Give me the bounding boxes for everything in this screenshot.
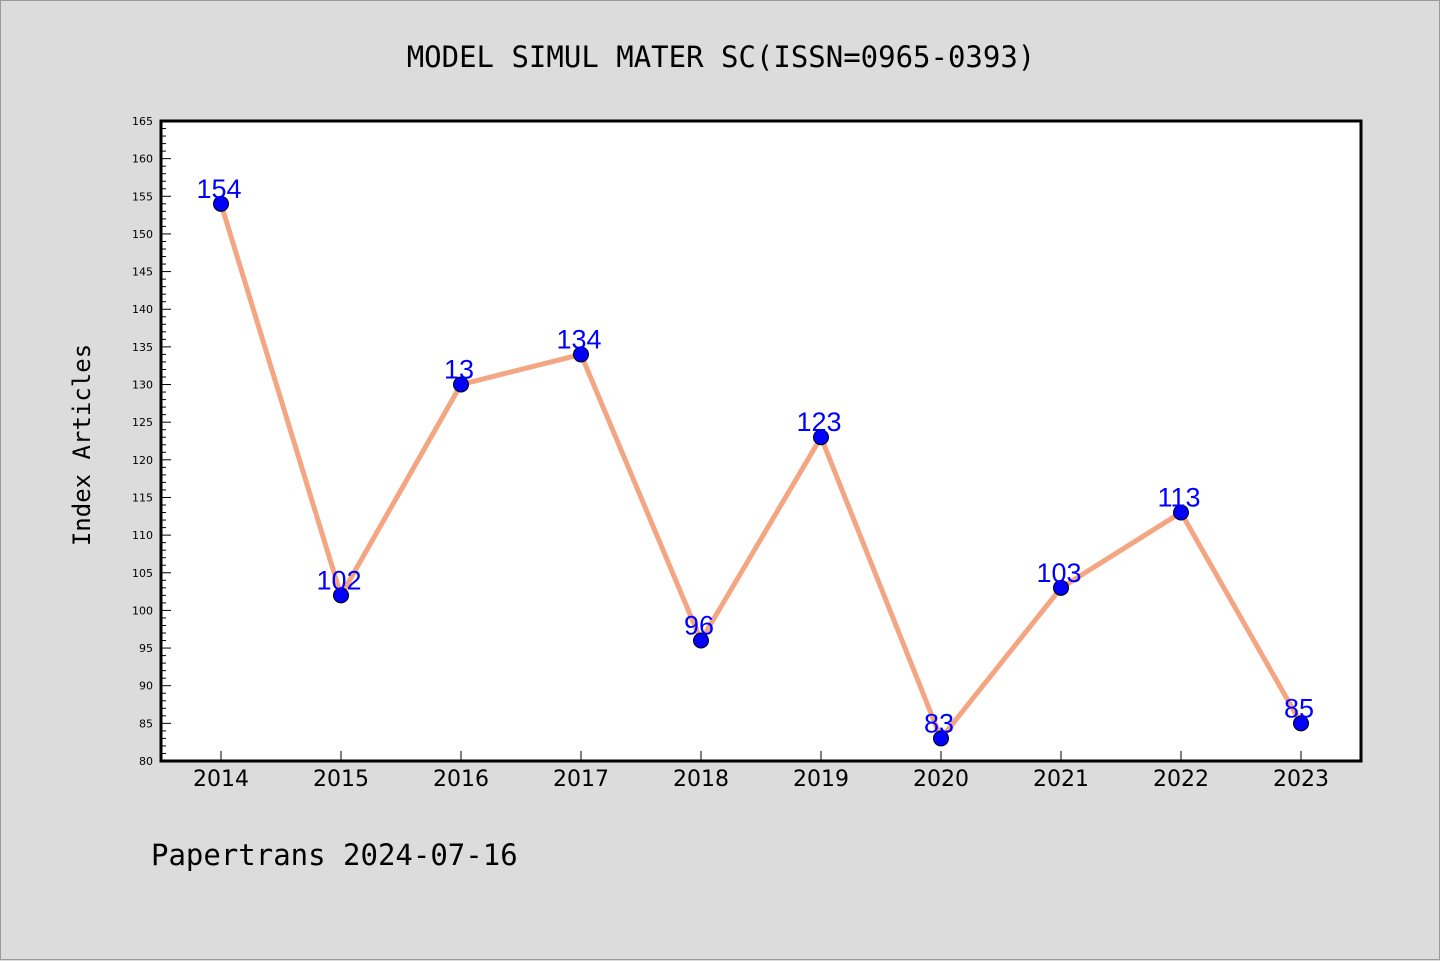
- x-tick-label: 2022: [1153, 767, 1209, 792]
- footer-text: Papertrans 2024-07-16: [151, 838, 518, 872]
- y-tick-label: 150: [132, 228, 153, 241]
- x-tick-label: 2018: [673, 767, 729, 792]
- data-label: 134: [556, 324, 601, 354]
- data-point: [1173, 504, 1189, 521]
- y-tick-label: 80: [139, 755, 153, 768]
- data-point: [693, 632, 709, 649]
- data-point: [933, 730, 949, 747]
- y-tick-label: 140: [132, 303, 153, 316]
- y-tick-label: 130: [132, 379, 153, 392]
- y-tick-label: 120: [132, 454, 153, 467]
- y-axis-ticks: 80 85 90 95 100 105 110 115 120 125 130 135 140 145 15…: [132, 115, 171, 768]
- data-point: [813, 429, 829, 446]
- y-tick-label: 135: [132, 341, 153, 354]
- data-label: 154: [196, 174, 241, 204]
- y-tick-label: 165: [132, 115, 153, 128]
- y-tick-label: 160: [132, 153, 153, 166]
- y-tick-label: 90: [139, 680, 153, 693]
- data-label: 83: [924, 708, 954, 738]
- data-label: 103: [1036, 558, 1081, 588]
- x-tick-label: 2021: [1033, 767, 1089, 792]
- data-label: 13: [444, 355, 474, 385]
- x-tick-label: 2016: [433, 767, 489, 792]
- x-tick-label: 2020: [913, 767, 969, 792]
- data-point: [1293, 715, 1309, 732]
- data-point: [213, 195, 229, 212]
- y-tick-label: 85: [139, 717, 153, 730]
- x-tick-label: 2019: [793, 767, 849, 792]
- y-tick-label: 125: [132, 416, 153, 429]
- data-point: [333, 587, 349, 604]
- y-tick-label: 110: [132, 529, 153, 542]
- y-axis-label: Index Articles: [68, 344, 96, 546]
- data-labels: 154 102 13 134 96 123 83 103 113 85: [196, 174, 1314, 739]
- x-tick-label: 2017: [553, 767, 609, 792]
- data-point: [453, 376, 469, 393]
- data-label: 85: [1284, 693, 1314, 723]
- x-axis-ticks: 2014 2015 2016 2017 2018 2019 2020 2021 2022 2023: [193, 751, 1329, 792]
- data-point: [1053, 579, 1069, 596]
- series-line: [218, 201, 1304, 741]
- y-tick-label: 115: [132, 491, 153, 504]
- data-points: [213, 195, 1309, 747]
- x-tick-label: 2015: [313, 767, 369, 792]
- x-tick-label: 2023: [1273, 767, 1329, 792]
- data-point: [573, 346, 589, 363]
- series-line-group: [218, 201, 1304, 741]
- data-label: 113: [1157, 483, 1200, 513]
- x-tick-label: 2014: [193, 767, 249, 792]
- y-tick-label: 95: [139, 642, 153, 655]
- data-label: 96: [684, 611, 714, 641]
- y-tick-label: 155: [132, 190, 153, 203]
- chart-title: MODEL SIMUL MATER SC(ISSN=0965-0393): [407, 40, 1036, 74]
- plot-area: [161, 121, 1361, 761]
- y-tick-label: 105: [132, 567, 153, 580]
- plot-border: [159, 119, 1363, 763]
- data-label: 102: [316, 565, 361, 595]
- y-tick-label: 145: [132, 266, 153, 279]
- data-label: 123: [796, 407, 841, 437]
- y-tick-label: 100: [132, 604, 153, 617]
